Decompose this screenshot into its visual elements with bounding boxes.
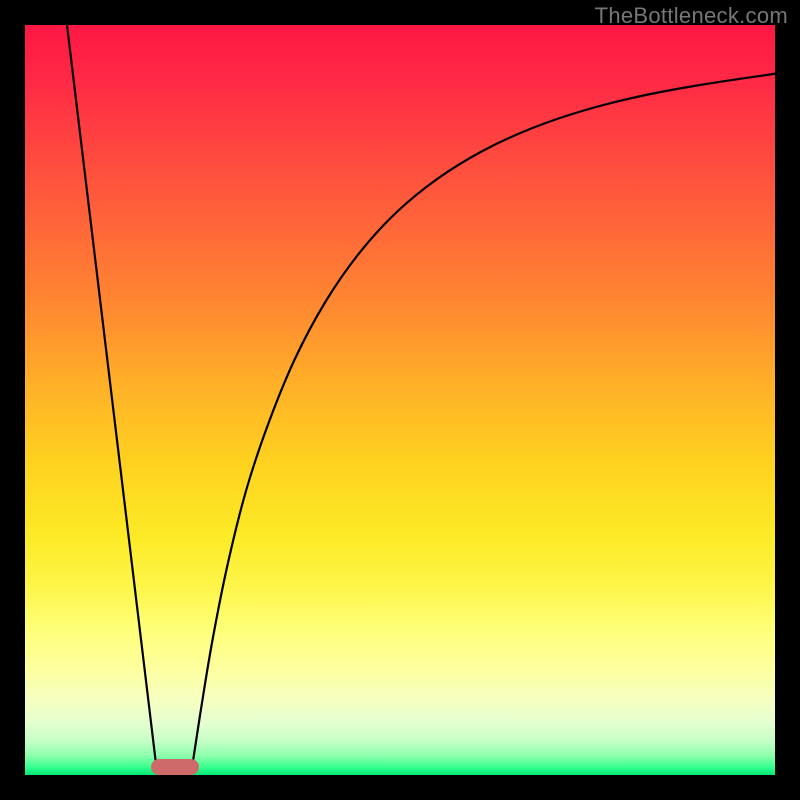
series-right-curve (192, 74, 775, 766)
watermark-text: TheBottleneck.com (595, 3, 788, 29)
chart-container: TheBottleneck.com (0, 0, 800, 800)
curves-layer (25, 25, 775, 775)
bottleneck-marker (151, 759, 199, 776)
series-left-line (67, 25, 156, 766)
